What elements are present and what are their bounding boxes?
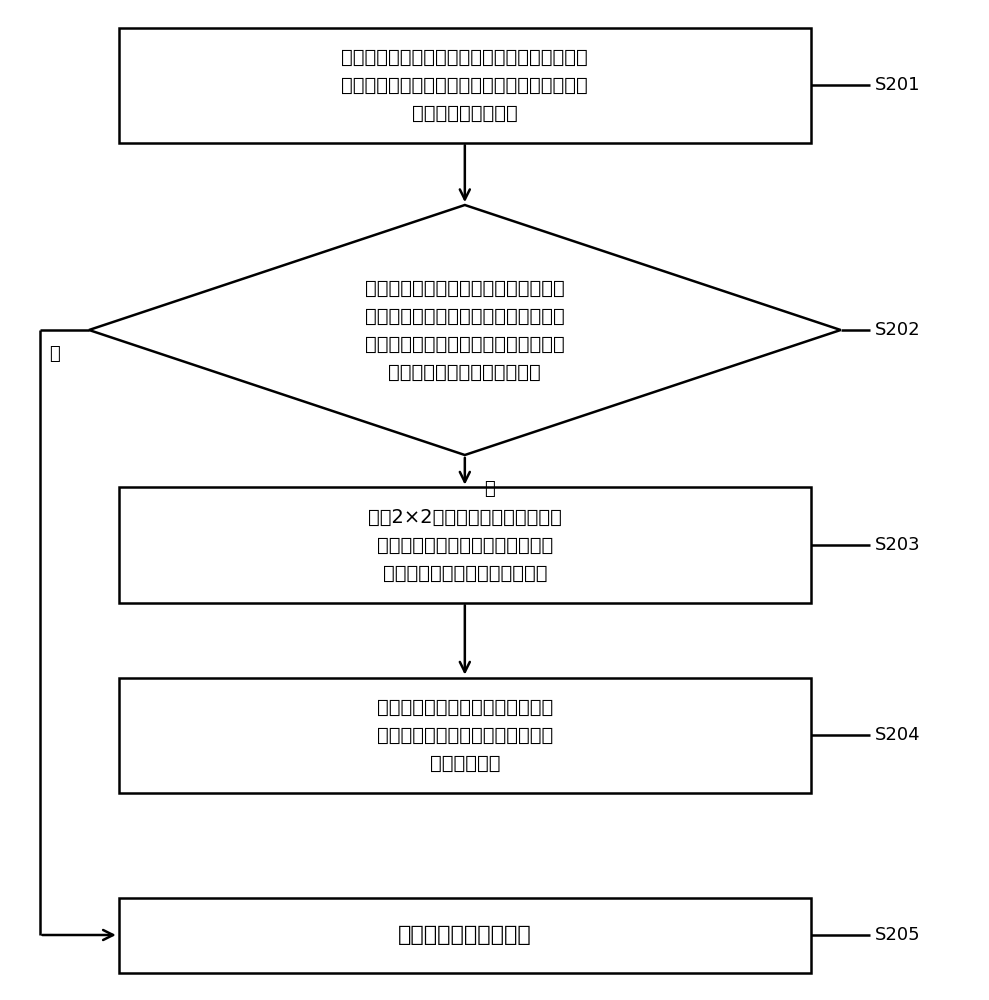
Bar <box>119 678 811 792</box>
Text: S201: S201 <box>875 76 921 94</box>
Text: 是: 是 <box>485 480 495 498</box>
Text: S204: S204 <box>875 726 921 744</box>
Polygon shape <box>89 205 841 455</box>
Bar <box>119 27 811 142</box>
Text: 通过2×2的像素模板对拍摄图像进
行遍历，并将像素模板范围内的拍
摄图像像素相加，得出单个像素: 通过2×2的像素模板对拍摄图像进 行遍历，并将像素模板范围内的拍 摄图像像素相加… <box>368 508 562 582</box>
Bar <box>119 488 811 602</box>
Text: 终端在开启拍照功能之后，通过环境光传感器和
运动检测技术分别获取当前拍摄环境的光强度和
拍摄对象的运动速率: 终端在开启拍照功能之后，通过环境光传感器和 运动检测技术分别获取当前拍摄环境的光… <box>341 47 588 122</box>
Text: S202: S202 <box>875 321 921 339</box>
Bar <box>119 898 811 972</box>
Text: 否: 否 <box>49 345 60 363</box>
Text: S205: S205 <box>875 926 921 944</box>
Text: 将像素模板遍历时得到的单个像素
按照遍历顺序进行排列，得到处理
后的拍摄图像: 将像素模板遍历时得到的单个像素 按照遍历顺序进行排列，得到处理 后的拍摄图像 <box>377 698 553 772</box>
Text: S203: S203 <box>875 536 921 554</box>
Text: 按照常规模式进行拍摄: 按照常规模式进行拍摄 <box>398 925 532 945</box>
Text: 终端将拍摄环境的光强度和拍摄对象的
运动速率分别与预设的光强度相关和拍
摄对象运动速率相关的阈值进行比较，
确定是否满足预设的拍摄条件: 终端将拍摄环境的光强度和拍摄对象的 运动速率分别与预设的光强度相关和拍 摄对象运… <box>365 278 565 381</box>
